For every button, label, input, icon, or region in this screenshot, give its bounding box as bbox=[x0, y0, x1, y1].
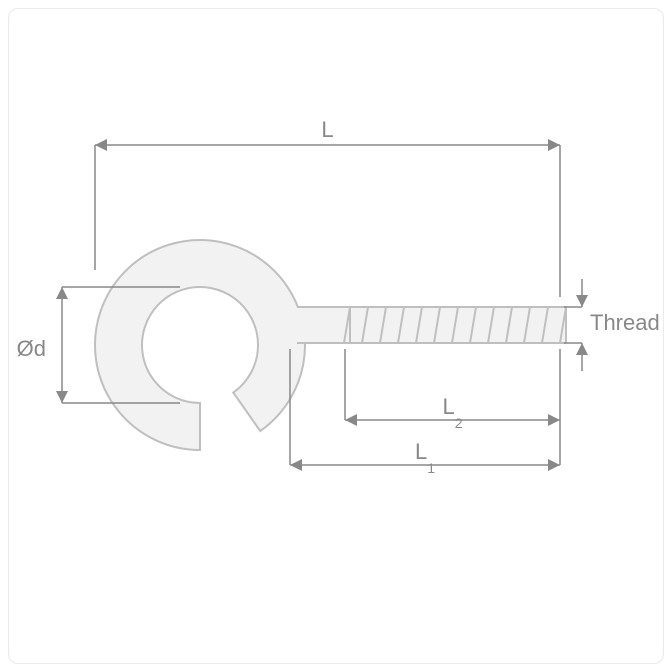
dim-label-L2: L2 bbox=[442, 394, 462, 431]
diagram-stage: L Ød L2L1 Thread bbox=[0, 0, 670, 670]
dim-label-d: Ød bbox=[17, 336, 46, 361]
dim-label-L1: L1 bbox=[415, 439, 435, 476]
dim-label-thread: Thread bbox=[590, 310, 660, 335]
eye-bolt-diagram: L Ød L2L1 Thread bbox=[0, 0, 670, 670]
dim-label-L: L bbox=[321, 117, 333, 142]
